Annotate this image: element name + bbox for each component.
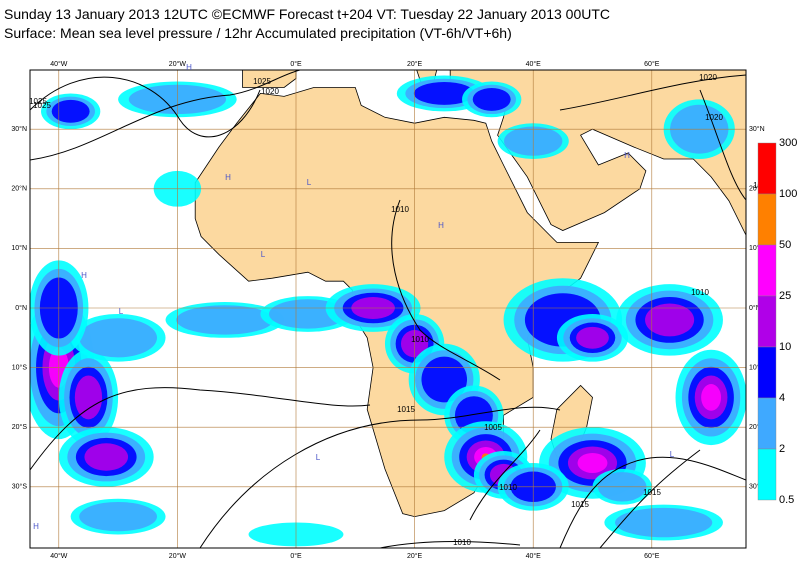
precip-area	[79, 501, 158, 532]
isobar	[30, 76, 261, 138]
isobar	[559, 456, 746, 548]
precip-area	[577, 452, 608, 473]
precip-area	[84, 443, 129, 471]
isobar-label: 1005	[484, 423, 502, 432]
precip-area	[79, 318, 158, 358]
precip-area	[576, 326, 609, 349]
latitude-label: 20°N	[11, 185, 27, 193]
latitude-label: 10°N	[11, 244, 27, 252]
precip-area	[701, 384, 722, 411]
isobar	[469, 429, 541, 521]
isobar-label: 1010	[453, 538, 471, 547]
longitude-label: 40°W	[50, 60, 68, 68]
precip-area	[74, 375, 103, 420]
pressure-centre: L	[316, 453, 321, 462]
isobar-label: 1020	[705, 113, 723, 122]
precip-area	[413, 81, 475, 105]
legend-swatch	[757, 295, 777, 348]
title: Sunday 13 January 2013 12UTC ©ECMWF Fore…	[4, 6, 610, 22]
latitude-label: 10°S	[12, 363, 28, 371]
precip-area	[615, 507, 713, 538]
graticule	[30, 70, 746, 548]
pressure-centre: H	[81, 271, 87, 280]
isobar-label: 1020	[699, 73, 717, 82]
isobar	[30, 70, 301, 161]
latitude-label: 30°S	[749, 483, 765, 491]
legend-label: 25	[779, 290, 791, 302]
latitude-label: 0°N	[15, 304, 27, 312]
isobar-label: 1010	[391, 205, 409, 214]
pressure-centre: H	[186, 63, 192, 72]
map-frame	[29, 69, 747, 549]
pressure-centre: L	[670, 450, 675, 459]
pressure-centre: H	[33, 522, 39, 531]
latitude-label: 20°S	[12, 423, 28, 431]
isobar-label: 1025	[33, 101, 51, 110]
longitude-label: 60°E	[644, 552, 660, 560]
pressure-centre: H	[624, 151, 630, 160]
longitude-label: 0°E	[290, 552, 302, 560]
latitude-label: 10°N	[749, 244, 765, 252]
legend-label: 100	[779, 188, 797, 200]
legend-label: 2	[779, 443, 785, 455]
isobar-label: 1025	[253, 77, 271, 86]
legend-swatch	[757, 346, 777, 399]
longitude-label: 20°W	[169, 552, 187, 560]
isobar	[559, 74, 746, 111]
isobar-label: 1010	[411, 335, 429, 344]
legend-label: 300	[779, 137, 797, 149]
isobar	[199, 406, 561, 548]
longitude-label: 0°E	[290, 60, 302, 68]
isobars	[30, 70, 746, 548]
longitude-label: 20°E	[407, 60, 423, 68]
latitude-label: 20°N	[749, 185, 765, 193]
isobar-label: 1015	[643, 488, 661, 497]
legend-label: 50	[779, 239, 791, 251]
precip-area	[176, 305, 274, 335]
precip-area	[421, 356, 468, 403]
isobar	[379, 541, 521, 548]
longitude-label: 40°E	[526, 60, 542, 68]
precip-area	[645, 303, 695, 337]
legend-label: 10	[779, 341, 791, 353]
precip-area	[51, 99, 90, 123]
latitude-label: 20°S	[749, 423, 765, 431]
isobar-label: 1010	[691, 288, 709, 297]
latitude-label: 30°S	[12, 483, 28, 491]
pressure-centre: H	[438, 221, 444, 230]
precip-area	[472, 87, 511, 111]
longitude-label: 40°W	[50, 552, 68, 560]
pressure-centre: L	[261, 250, 266, 259]
pressure-centre: L	[307, 178, 312, 187]
isobar	[599, 449, 701, 548]
legend-swatch	[757, 193, 777, 246]
latitude-label: 30°N	[749, 125, 765, 133]
legend-swatch	[757, 142, 777, 195]
legend-label: 0.5	[779, 494, 794, 506]
latitude-label: 0°N	[749, 304, 761, 312]
isobar-label: 1015	[571, 500, 589, 509]
legend-label: 4	[779, 392, 785, 404]
latitude-label: 30°N	[11, 125, 27, 133]
isobar-label: 1010	[499, 483, 517, 492]
subtitle: Surface: Mean sea level pressure / 12hr …	[4, 25, 512, 41]
longitude-label: 20°E	[407, 552, 423, 560]
pressure-centre: L	[119, 307, 124, 316]
legend-swatch	[757, 448, 777, 501]
legend-swatch	[757, 397, 777, 450]
pressure-centre: H	[225, 173, 231, 182]
isobar	[699, 89, 746, 201]
longitude-label: 20°W	[169, 60, 187, 68]
latitude-label: 10°S	[749, 363, 765, 371]
isobar	[30, 387, 371, 471]
longitude-label: 60°E	[644, 60, 660, 68]
legend-swatch	[757, 244, 777, 297]
longitude-label: 40°E	[526, 552, 542, 560]
isobar-label: 1015	[397, 405, 415, 414]
isobar	[391, 199, 501, 381]
isobar-label: 1020	[261, 87, 279, 96]
isobar-label: 1025	[29, 97, 47, 106]
